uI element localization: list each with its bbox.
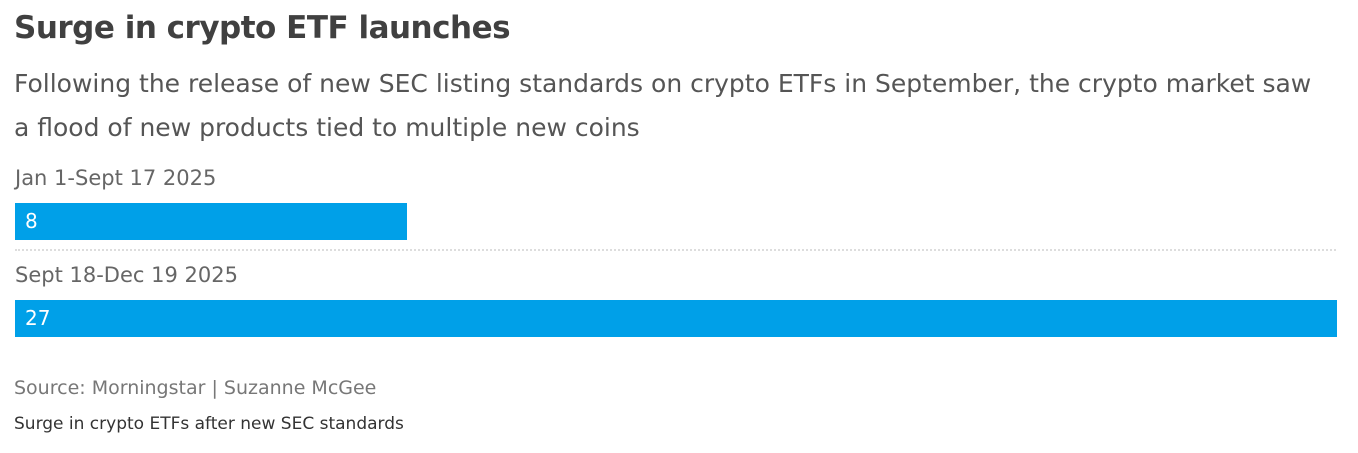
- divider: [15, 249, 1336, 251]
- chart-subtitle: Following the release of new SEC listing…: [14, 69, 1312, 142]
- source-note: Source: Morningstar | Suzanne McGee: [14, 377, 377, 399]
- bar-value-label: 8: [25, 209, 38, 233]
- bar-chart: Jan 1-Sept 17 2025 8 Sept 18-Dec 19 2025…: [0, 160, 1358, 350]
- category-label: Sept 18-Dec 19 2025: [15, 263, 238, 287]
- bar: [15, 203, 407, 240]
- bar-value-label: 27: [25, 306, 51, 330]
- category-label: Jan 1-Sept 17 2025: [15, 166, 217, 190]
- chart-caption: Surge in crypto ETFs after new SEC stand…: [14, 414, 404, 434]
- chart-title: Surge in crypto ETF launches: [14, 10, 511, 46]
- bar: [15, 300, 1337, 337]
